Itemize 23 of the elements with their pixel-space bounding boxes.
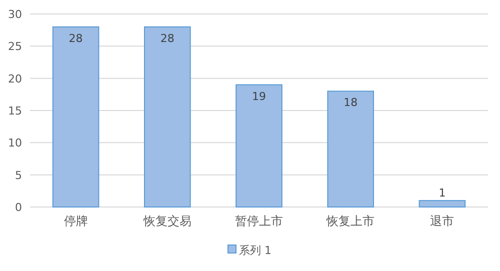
y-tick-label: 20 xyxy=(8,72,22,86)
x-tick-label: 恢复上市 xyxy=(326,214,375,228)
y-tick-label: 10 xyxy=(8,136,22,150)
data-label: 1 xyxy=(438,186,446,200)
x-tick-label: 退市 xyxy=(430,214,454,228)
bar xyxy=(52,26,100,208)
bar xyxy=(327,90,374,208)
y-tick-label: 25 xyxy=(8,40,22,54)
x-tick-label: 停牌 xyxy=(64,214,88,228)
data-label: 18 xyxy=(344,96,358,110)
y-tick-label: 5 xyxy=(15,168,22,182)
data-label: 28 xyxy=(160,32,174,45)
data-label: 19 xyxy=(252,90,266,103)
bar xyxy=(144,26,191,208)
legend-label: 系列 1 xyxy=(239,244,272,257)
data-label: 28 xyxy=(68,32,83,45)
y-tick-label: 30 xyxy=(8,8,22,21)
bar xyxy=(418,200,466,208)
y-tick-label: 0 xyxy=(15,201,22,214)
x-tick-label: 暂停上市 xyxy=(235,214,283,228)
x-tick-label: 恢复交易 xyxy=(142,214,192,228)
bar xyxy=(236,84,282,208)
y-tick-label: 15 xyxy=(8,104,22,118)
